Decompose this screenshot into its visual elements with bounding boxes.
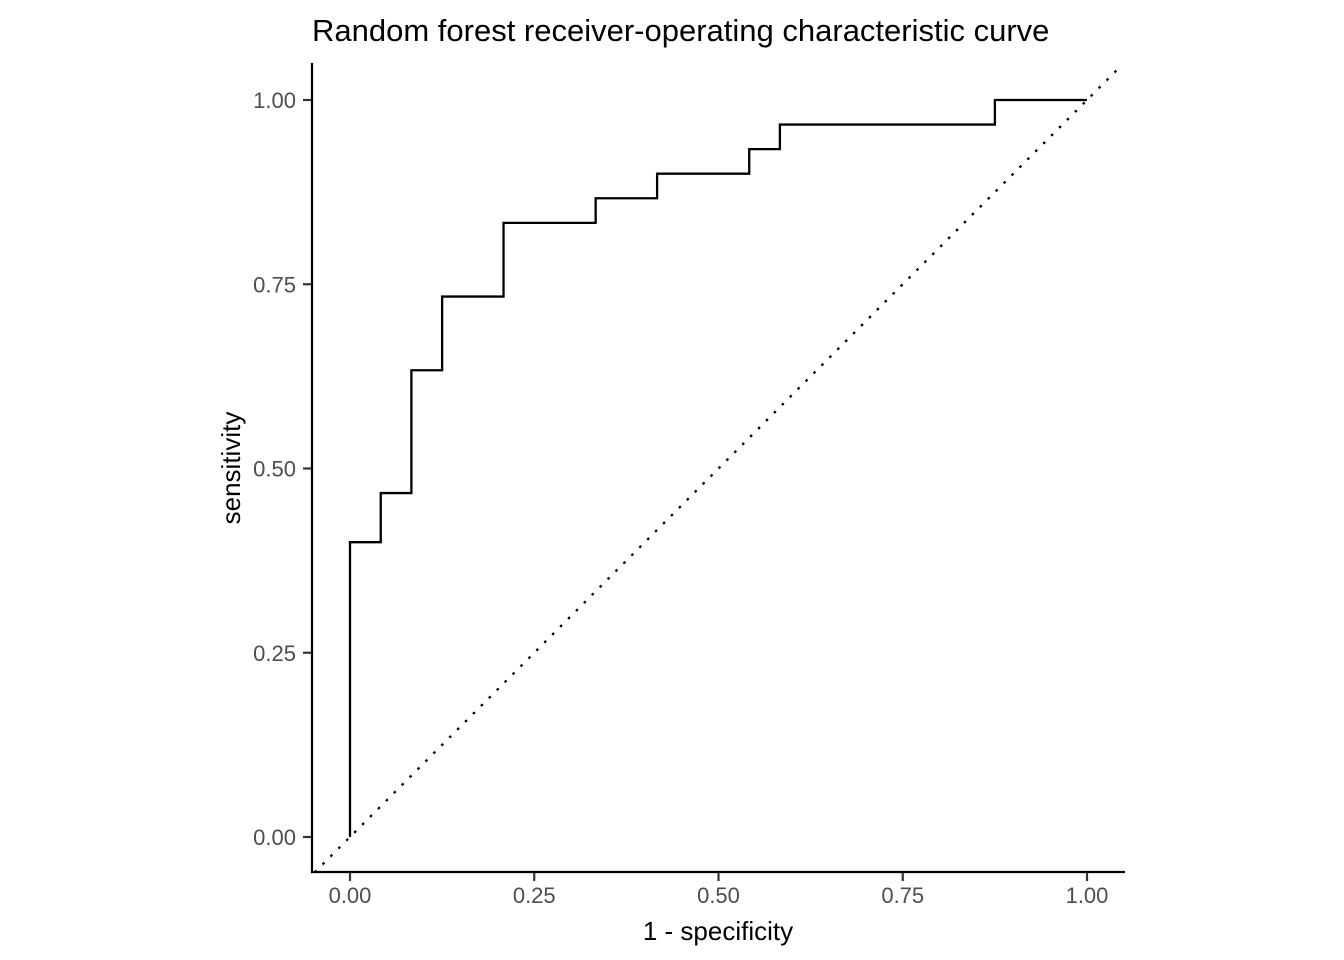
y-axis-ticks: 0.00 0.25 0.50 0.75 1.00 xyxy=(253,88,311,850)
y-axis-title: sensitivity xyxy=(216,412,246,525)
x-tick-label: 0.00 xyxy=(329,883,372,908)
series-layer xyxy=(313,63,1124,874)
y-tick-label: 0.50 xyxy=(253,457,296,482)
y-tick-label: 0.75 xyxy=(253,272,296,297)
roc-curve xyxy=(348,98,1087,837)
x-axis-ticks: 0.00 0.25 0.50 0.75 1.00 xyxy=(329,873,1109,908)
x-axis-title: 1 - specificity xyxy=(643,916,793,946)
y-tick-label: 0.25 xyxy=(253,641,296,666)
x-tick-label: 0.50 xyxy=(697,883,740,908)
x-tick-label: 0.25 xyxy=(513,883,556,908)
chart-title: Random forest receiver-operating charact… xyxy=(312,13,1049,48)
y-tick-label: 0.00 xyxy=(253,825,296,850)
x-tick-label: 1.00 xyxy=(1066,883,1109,908)
x-tick-label: 0.75 xyxy=(881,883,924,908)
chance-diagonal xyxy=(313,63,1124,874)
y-tick-label: 1.00 xyxy=(253,88,296,113)
